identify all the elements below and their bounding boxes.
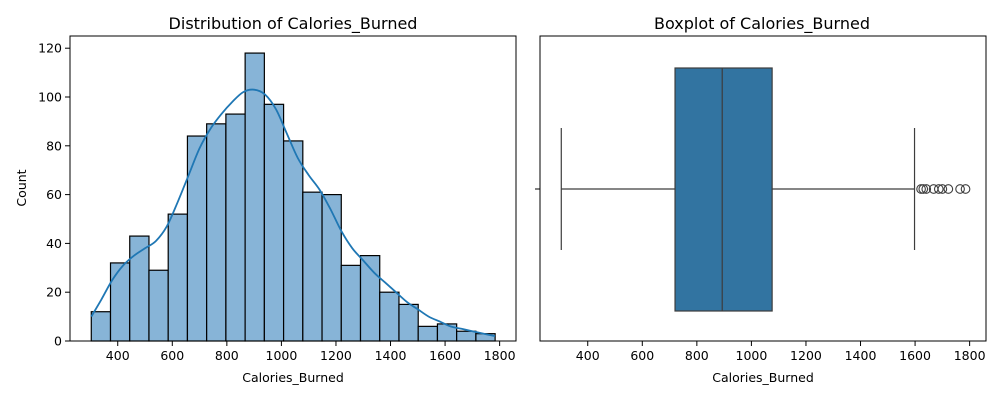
- histogram-title: Distribution of Calories_Burned: [169, 14, 418, 34]
- histogram-bar: [321, 194, 342, 342]
- x-tick-label: 1400: [375, 348, 407, 363]
- histogram-bar: [302, 191, 323, 342]
- histogram-bar: [244, 52, 265, 342]
- outlier-point: [921, 184, 932, 194]
- outlier-point: [933, 184, 944, 194]
- histogram-bar: [417, 325, 439, 342]
- boxplot-x-axis-label: Calories_Burned: [712, 370, 814, 385]
- histogram-bar: [186, 135, 208, 342]
- interquartile-box: [674, 67, 773, 312]
- histogram-frame: [69, 35, 517, 342]
- histogram-bar: [379, 291, 400, 342]
- x-tick-label: 1200: [320, 348, 352, 363]
- outlier-point: [960, 184, 971, 194]
- kde-curve: [90, 88, 496, 338]
- x-tick-label: 1800: [954, 348, 986, 363]
- boxplot-title: Boxplot of Calories_Burned: [654, 14, 870, 34]
- outlier-point: [937, 184, 948, 194]
- outlier-point: [918, 184, 929, 194]
- outlier-point: [916, 184, 926, 194]
- x-tick-label: 600: [160, 348, 184, 363]
- histogram-bar: [109, 262, 131, 342]
- y-tick-label: 20: [46, 285, 62, 300]
- histogram-bar: [282, 140, 304, 342]
- boxplot-x-ticks: 400 600 800 1000 1200 1400 1600 1800: [576, 341, 986, 363]
- y-tick-label: 60: [46, 187, 62, 202]
- histogram-bar: [148, 269, 169, 342]
- x-tick-label: 1800: [484, 348, 516, 363]
- histogram-x-ticks: 400 600 800 1000 1200 1400 1600 1800: [106, 341, 516, 363]
- histogram-panel: Distribution of Calories_Burned 400 600 80…: [14, 14, 517, 385]
- x-tick-label: 800: [215, 348, 239, 363]
- x-tick-label: 1600: [899, 348, 931, 363]
- histogram-bar: [90, 311, 112, 342]
- y-tick-label: 120: [38, 41, 62, 56]
- y-tick-label: 40: [46, 236, 62, 251]
- x-tick-label: 400: [106, 348, 130, 363]
- y-tick-label: 100: [38, 90, 62, 105]
- x-tick-label: 1200: [790, 348, 822, 363]
- histogram-bar: [456, 330, 477, 342]
- histogram-bar: [340, 264, 362, 342]
- histogram-y-ticks: 0 20 40 60 80 100 120: [38, 41, 70, 349]
- x-tick-label: 400: [576, 348, 600, 363]
- x-tick-label: 1000: [736, 348, 768, 363]
- histogram-bar: [206, 123, 227, 342]
- boxplot: [560, 67, 971, 312]
- x-tick-label: 1400: [845, 348, 877, 363]
- histogram-bars: [90, 52, 496, 342]
- y-tick-label: 0: [54, 334, 62, 349]
- histogram-bar: [167, 213, 189, 342]
- x-tick-label: 600: [630, 348, 654, 363]
- histogram-x-axis-label: Calories_Burned: [242, 370, 344, 385]
- x-tick-label: 1000: [266, 348, 298, 363]
- histogram-y-axis-label: Count: [14, 169, 29, 206]
- y-tick-label: 80: [46, 138, 62, 153]
- boxplot-panel: Boxplot of Calories_Burned 400 600 800 1000…: [535, 14, 987, 385]
- x-tick-label: 1600: [429, 348, 461, 363]
- histogram-bar: [263, 103, 285, 342]
- outlier-point: [955, 184, 965, 194]
- histogram-bar: [225, 113, 246, 342]
- x-tick-label: 800: [685, 348, 709, 363]
- outlier-point: [943, 184, 954, 194]
- histogram-bar: [398, 303, 419, 342]
